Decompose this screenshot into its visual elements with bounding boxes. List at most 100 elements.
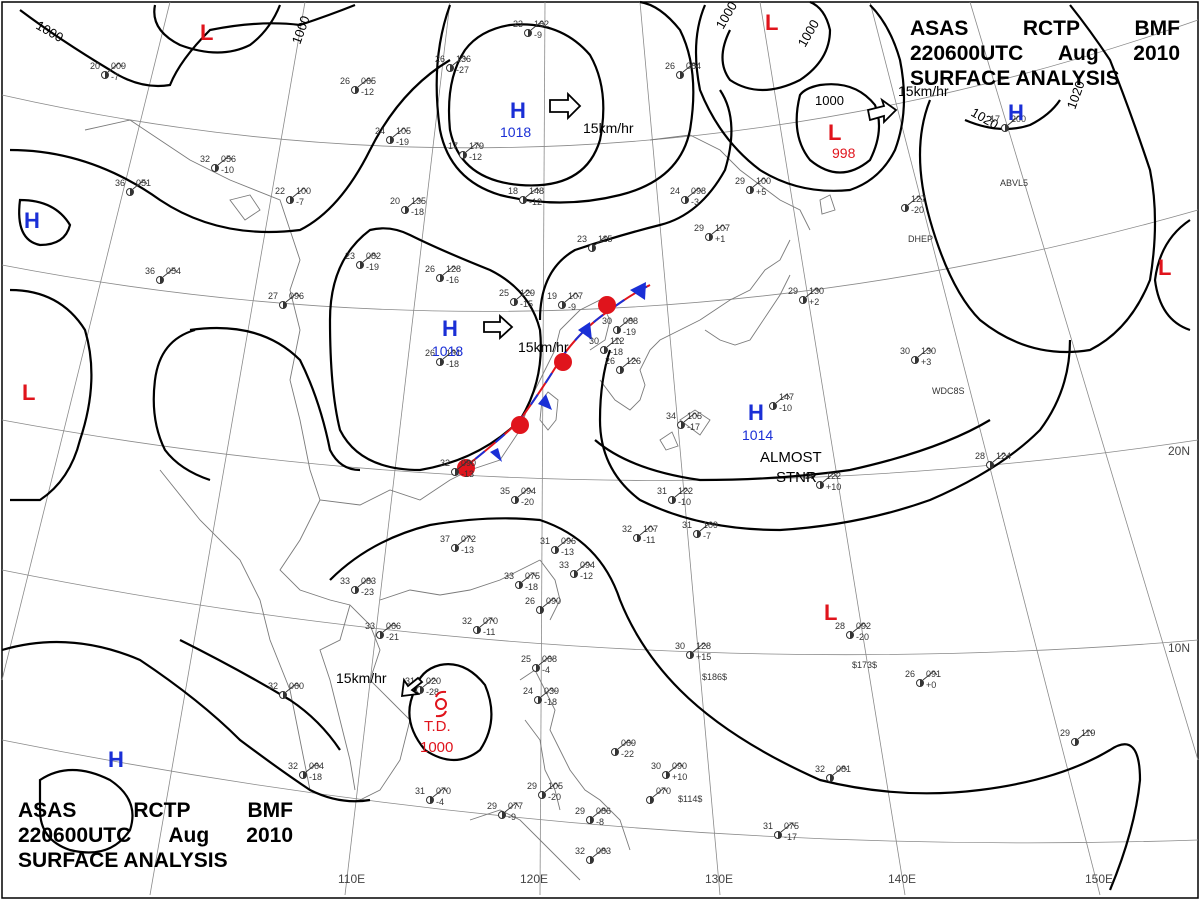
station-temperature: 30: [651, 761, 661, 771]
wind-barb-icon: [617, 739, 633, 750]
station-plot: 30 130+3: [900, 346, 936, 367]
movement-labels: 15km/hr 15km/hr 15km/hr 15km/hr: [336, 83, 949, 686]
station-plot: 29 077-9: [487, 801, 523, 822]
wind-barb-icon: [465, 142, 481, 153]
station-temperature: 31: [415, 786, 425, 796]
station-pressure: 094: [580, 560, 595, 570]
cloud-cover-icon: [528, 29, 532, 37]
grid-labels: 110E 120E 130E 140E 150E 20N 10N: [338, 444, 1190, 886]
station-plot: 29 105-20: [527, 781, 563, 802]
wind-barb-icon: [107, 62, 123, 73]
station-pressure: 126: [626, 356, 641, 366]
station-plot: 26 065-12: [340, 76, 376, 97]
station-pressure: 148: [529, 186, 544, 196]
station-pressure: 129: [520, 288, 535, 298]
wind-barb-icon: [652, 787, 668, 798]
cloud-cover-icon: [650, 796, 654, 804]
cloud-cover-icon: [515, 496, 519, 504]
station-plot: 32 070-11: [462, 616, 498, 637]
station-plot: 26 090: [525, 596, 561, 614]
stationary-front: [454, 282, 651, 477]
station-pressure: 070: [483, 616, 498, 626]
station-tendency: +15: [696, 652, 711, 662]
station-tendency: -13: [561, 547, 574, 557]
cloud-cover-icon: [617, 326, 621, 334]
cloud-cover-icon: [778, 831, 782, 839]
station-id: ABVL5: [1000, 178, 1028, 188]
station-plot: 23 082-19: [345, 251, 381, 272]
station-pressure: 112: [610, 336, 624, 346]
station-temperature: 31: [763, 821, 773, 831]
station-tendency: -18: [525, 582, 538, 592]
station-tendency: -12: [529, 197, 542, 207]
station-pressure: 122: [826, 471, 841, 481]
wind-barb-icon: [832, 765, 848, 776]
almost-label: ALMOST: [760, 449, 822, 466]
station-pressure: 090: [461, 458, 476, 468]
station-plot: 33 083-23: [340, 576, 376, 597]
station-tendency: -15: [520, 299, 533, 309]
wind-barb-icon: [457, 459, 473, 470]
cloud-cover-icon: [502, 811, 506, 819]
station-plot: 33 066-21: [365, 621, 401, 642]
wind-barb-icon: [479, 617, 495, 628]
station-pressure: 107: [715, 223, 730, 233]
station-temperature: 31: [405, 676, 415, 686]
station-pressure: 069: [621, 738, 636, 748]
station-temperature: 29: [788, 286, 798, 296]
warm-front-marker: [598, 296, 616, 314]
station-plot: 29 086-8: [575, 806, 611, 827]
station-plot: 069-22: [611, 738, 636, 759]
station-pressure: 064: [309, 761, 324, 771]
cloud-cover-icon: [920, 679, 924, 687]
cloud-cover-icon: [590, 856, 594, 864]
station-temperature: 33: [340, 576, 350, 586]
station-tendency: -8: [596, 817, 604, 827]
station-temperature: 19: [547, 291, 557, 301]
high-pressure-value: 1018: [500, 124, 531, 140]
station-tendency: -18: [411, 207, 424, 217]
movement-arrow-icon: [483, 313, 514, 341]
wind-barb-icon: [285, 682, 301, 693]
cloud-cover-icon: [697, 530, 701, 538]
station-plot: 33 094-12: [559, 560, 595, 581]
station-pressure: 060: [289, 681, 304, 691]
wind-barb-icon: [357, 577, 373, 588]
wind-barb-icon: [576, 561, 592, 572]
cloud-cover-icon: [303, 771, 307, 779]
station-pressure: 105: [548, 781, 563, 791]
title-month: Aug: [168, 824, 210, 847]
station-tendency: -11: [643, 535, 655, 545]
movement-arrow-icon: [549, 91, 582, 121]
station-plot: 26 126: [605, 356, 641, 374]
low-pressure-symbol: L: [22, 380, 35, 405]
station-pressure: 082: [366, 251, 381, 261]
station-plot: 28 124: [975, 451, 1011, 469]
warm-front-marker: [554, 353, 572, 371]
station-plot: 31 070-4: [415, 786, 451, 807]
wind-barb-icon: [521, 572, 537, 583]
high-pressure-symbol: H: [748, 400, 764, 425]
station-temperature: 33: [559, 560, 569, 570]
station-temperature: 29: [527, 781, 537, 791]
station-tendency: -20: [521, 497, 534, 507]
station-tendency: -9: [508, 812, 516, 822]
station-temperature: 37: [440, 534, 450, 544]
low-pressure-symbol: L: [200, 20, 213, 45]
stnr-label: STNR: [776, 469, 817, 486]
station-pressure: 107: [568, 291, 583, 301]
title-analysis: SURFACE ANALYSIS: [910, 67, 1120, 90]
station-tendency: -28: [426, 687, 439, 697]
wind-barb-icon: [907, 195, 923, 206]
wind-barb-icon: [432, 787, 448, 798]
station-pressure: 086: [596, 806, 611, 816]
station-tendency: -27: [456, 65, 469, 75]
title-block-top-right: ASAS RCTP BMF 220600UTC Aug 2010 SURFACE…: [910, 16, 1180, 91]
cloud-cover-icon: [803, 296, 807, 304]
wind-barb-icon: [540, 687, 556, 698]
tropical-depression: T.D. 1000: [420, 690, 453, 756]
station-pressure: 039: [544, 686, 559, 696]
movement-arrow-icon: [866, 97, 898, 125]
station-temperature: 26: [525, 596, 535, 606]
station-pressure: 115: [598, 234, 612, 244]
